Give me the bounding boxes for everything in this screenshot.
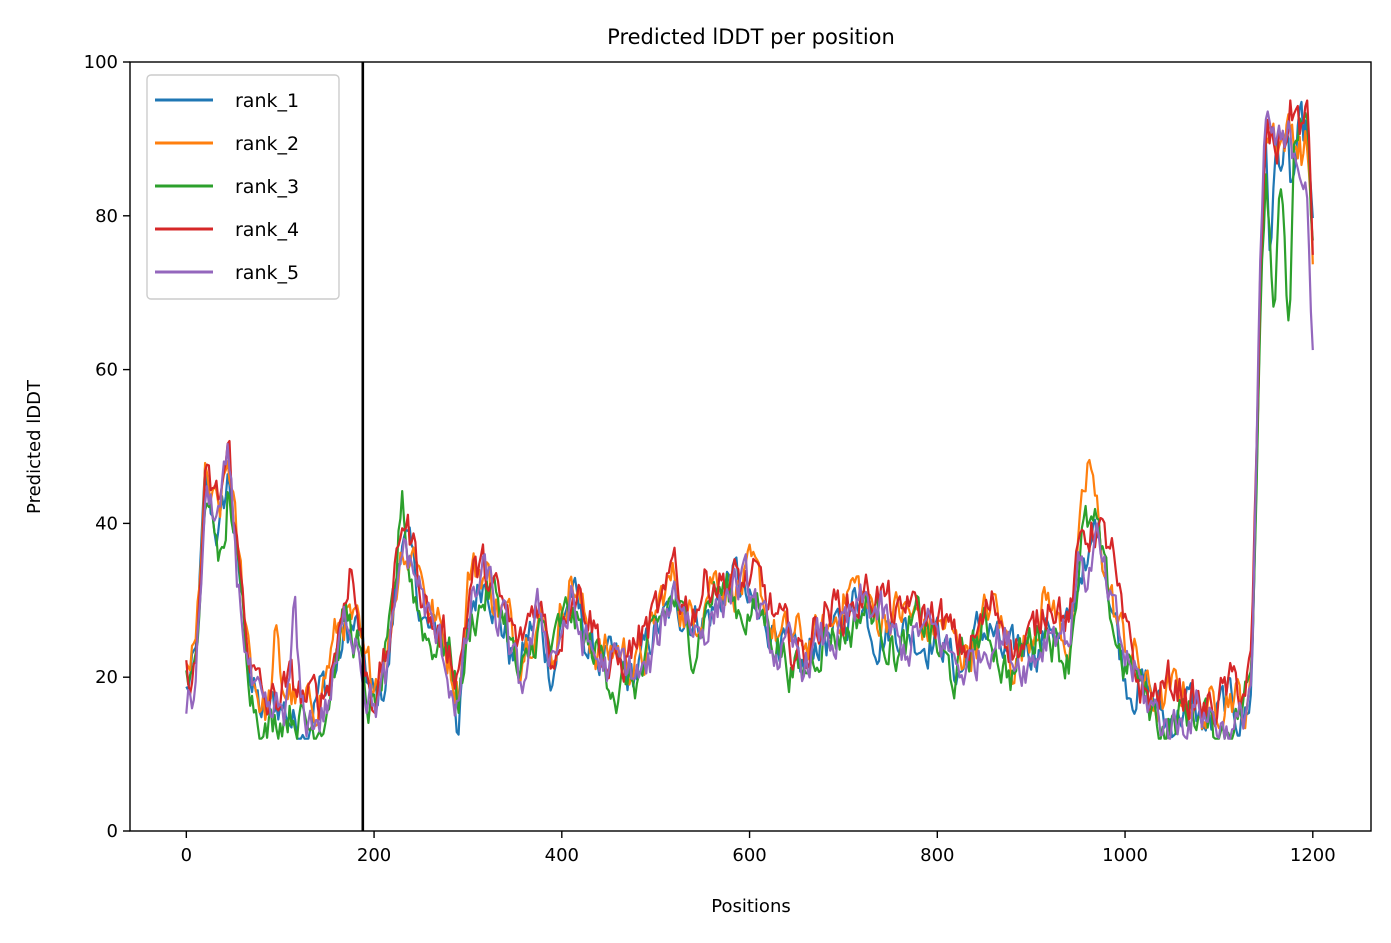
x-tick-label: 800 xyxy=(920,845,954,866)
x-axis-label: Positions xyxy=(711,896,790,917)
series-line-rank_5 xyxy=(185,110,1314,740)
series-line-rank_2 xyxy=(185,113,1314,731)
legend-label-rank_1: rank_1 xyxy=(235,90,299,112)
x-tick-label: 200 xyxy=(357,845,391,866)
legend-label-rank_4: rank_4 xyxy=(235,219,299,241)
series-line-rank_4 xyxy=(185,99,1314,728)
chart-title: Predicted lDDT per position xyxy=(607,25,895,49)
plot-frame xyxy=(129,61,1372,832)
x-tick-label: 1200 xyxy=(1290,845,1336,866)
legend: rank_1 rank_2 rank_3 rank_4 rank_5 xyxy=(146,74,340,300)
legend-box xyxy=(146,74,340,300)
y-tick-label: 60 xyxy=(95,360,118,381)
x-tick-label: 1000 xyxy=(1102,845,1148,866)
y-tick-label: 40 xyxy=(95,513,118,534)
y-tick-label: 20 xyxy=(95,667,118,688)
y-tick-label: 0 xyxy=(107,821,118,842)
axes-layer: 0 200 400 600 800 1000 1200 0 20 40 60 80 100 xyxy=(84,52,1372,866)
x-tick-label: 400 xyxy=(545,845,579,866)
x-tick-label: 600 xyxy=(732,845,766,866)
series-layer xyxy=(185,99,1314,740)
legend-label-rank_5: rank_5 xyxy=(235,262,299,284)
legend-label-rank_3: rank_3 xyxy=(235,176,299,198)
y-axis-label: Predicted lDDT xyxy=(24,379,45,514)
legend-label-rank_2: rank_2 xyxy=(235,133,299,155)
y-tick-label: 80 xyxy=(95,206,118,227)
x-tick-label: 0 xyxy=(181,845,192,866)
y-tick-label: 100 xyxy=(84,52,118,73)
